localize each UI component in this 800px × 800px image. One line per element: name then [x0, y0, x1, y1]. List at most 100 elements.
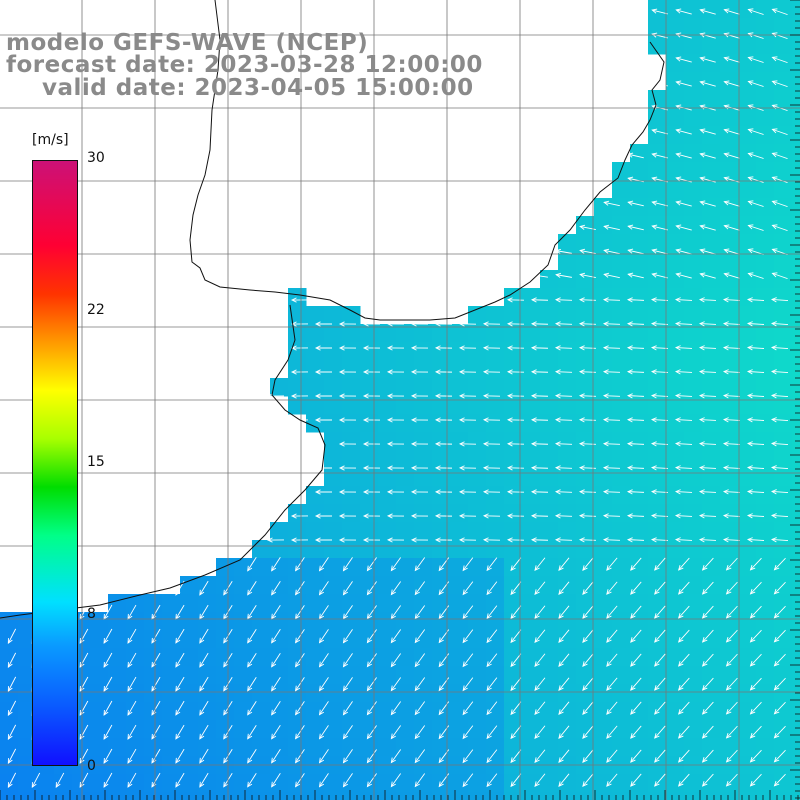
wind-arrow	[366, 725, 377, 740]
wind-arrow	[266, 537, 285, 543]
wind-cell	[504, 432, 523, 451]
wind-cell	[630, 486, 649, 505]
colorbar-tick-15: 15	[87, 454, 105, 470]
wind-arrow	[342, 557, 353, 572]
wind-cell	[756, 18, 775, 37]
wind-cell	[792, 594, 800, 613]
wind-arrow	[482, 321, 501, 327]
wind-cell	[576, 414, 595, 433]
wind-cell	[378, 630, 397, 649]
wind-arrow	[650, 417, 669, 423]
wind-cell	[522, 306, 541, 325]
wind-cell	[360, 540, 379, 559]
wind-cell	[252, 540, 271, 559]
wind-arrow	[603, 224, 620, 231]
wind-cell	[612, 720, 631, 739]
wind-cell	[666, 54, 685, 73]
wind-cell	[684, 54, 703, 73]
wind-cell	[738, 540, 757, 559]
wind-cell	[270, 630, 289, 649]
wind-cell	[378, 378, 397, 397]
wind-arrow	[199, 628, 209, 644]
wind-arrow	[510, 677, 522, 692]
wind-arrow	[651, 128, 668, 135]
wind-cell	[144, 594, 163, 613]
wind-cell	[324, 414, 343, 433]
wind-arrow	[626, 393, 645, 399]
wind-cell	[486, 558, 505, 577]
wind-cell	[0, 684, 19, 703]
wind-cell	[252, 648, 271, 667]
wind-cell	[468, 378, 487, 397]
wind-arrow	[318, 653, 329, 668]
wind-cell	[702, 414, 721, 433]
wind-arrow	[606, 725, 618, 739]
wind-cell	[792, 540, 800, 559]
wind-cell	[630, 666, 649, 685]
wind-cell	[486, 414, 505, 433]
wind-cell	[648, 342, 667, 361]
wind-cell	[702, 342, 721, 361]
wind-cell	[342, 738, 361, 757]
wind-arrow	[603, 248, 620, 255]
wind-arrow	[175, 700, 185, 716]
wind-arrow	[342, 605, 353, 620]
wind-arrow	[414, 581, 426, 596]
wind-cell	[792, 324, 800, 343]
wind-arrow	[510, 557, 522, 572]
wind-cell	[504, 396, 523, 415]
wind-cell	[216, 558, 235, 577]
wind-cell	[306, 738, 325, 757]
wind-arrow	[390, 629, 402, 644]
wind-cell	[216, 774, 235, 793]
wind-arrow	[746, 321, 765, 327]
wind-arrow	[773, 773, 786, 787]
wind-cell	[522, 414, 541, 433]
wind-cell	[666, 162, 685, 181]
wind-arrow	[606, 653, 618, 667]
wind-cell	[126, 720, 145, 739]
wind-cell	[792, 468, 800, 487]
wind-cell	[486, 468, 505, 487]
wind-cell	[792, 270, 800, 289]
wind-arrow	[651, 272, 668, 279]
wind-cell	[396, 612, 415, 631]
wind-cell	[522, 648, 541, 667]
wind-cell	[756, 486, 775, 505]
wind-arrow	[199, 772, 209, 788]
wind-cell	[486, 432, 505, 451]
wind-cell	[792, 576, 800, 595]
wind-arrow	[366, 629, 377, 644]
wind-arrow	[175, 652, 185, 668]
wind-cell	[522, 288, 541, 307]
wind-cell	[630, 198, 649, 217]
wind-cell	[720, 342, 739, 361]
wind-arrow	[55, 772, 65, 788]
wind-cell	[702, 558, 721, 577]
wind-arrow	[482, 489, 501, 495]
wind-arrow	[698, 513, 717, 519]
wind-cell	[144, 684, 163, 703]
wind-cell	[738, 144, 757, 163]
colorbar-tick-22: 22	[87, 302, 105, 318]
wind-cell	[756, 108, 775, 127]
wind-arrow	[482, 393, 501, 399]
wind-arrow	[338, 489, 357, 495]
wind-cell	[630, 558, 649, 577]
wind-arrow	[749, 653, 762, 667]
wind-cell	[738, 324, 757, 343]
wind-arrow	[247, 773, 257, 788]
wind-arrow	[771, 272, 788, 280]
wind-arrow	[698, 345, 717, 351]
wind-cell	[684, 360, 703, 379]
wind-cell	[702, 288, 721, 307]
wind-arrow	[582, 557, 594, 571]
wind-cell	[486, 522, 505, 541]
wind-cell	[0, 666, 19, 685]
wind-cell	[90, 702, 109, 721]
wind-cell	[450, 378, 469, 397]
wind-cell	[486, 486, 505, 505]
wind-arrow	[318, 749, 329, 764]
wind-arrow	[338, 441, 357, 447]
wind-cell	[756, 522, 775, 541]
